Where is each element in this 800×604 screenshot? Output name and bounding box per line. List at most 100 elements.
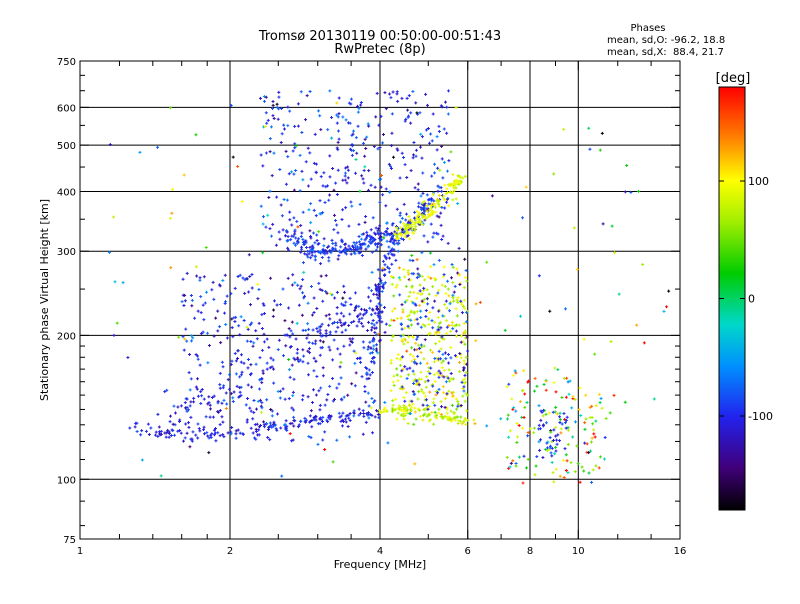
data-point <box>349 97 353 101</box>
data-point <box>282 123 286 127</box>
data-point <box>282 198 286 202</box>
data-point <box>544 447 548 451</box>
data-point <box>410 253 414 257</box>
data-point <box>567 392 571 396</box>
data-point <box>461 386 465 390</box>
data-point <box>383 233 387 237</box>
data-point <box>238 375 242 379</box>
colorbar-tick-label: -100 <box>748 410 773 423</box>
data-point <box>234 372 238 376</box>
data-point <box>564 395 568 399</box>
data-point <box>262 94 266 98</box>
data-point <box>265 361 269 365</box>
data-point <box>448 182 452 186</box>
data-point <box>261 164 265 168</box>
data-point <box>344 300 348 304</box>
data-point <box>391 408 395 412</box>
y-tick-label: 100 <box>57 475 76 486</box>
data-point <box>416 267 420 271</box>
data-point <box>433 299 437 303</box>
data-point <box>363 137 367 141</box>
data-point <box>232 390 236 394</box>
data-point <box>403 326 407 330</box>
data-point <box>348 121 352 125</box>
data-point <box>352 149 356 153</box>
data-point <box>535 384 539 388</box>
data-point <box>367 286 371 290</box>
data-point <box>420 251 424 255</box>
data-point <box>525 466 529 470</box>
data-point <box>588 405 592 409</box>
data-point <box>388 233 392 237</box>
data-point <box>351 132 355 136</box>
data-point <box>295 321 299 325</box>
data-point <box>416 381 420 385</box>
data-point <box>190 298 194 302</box>
data-point <box>442 303 446 307</box>
data-point <box>192 400 196 404</box>
data-point <box>412 372 416 376</box>
data-point <box>202 432 206 436</box>
data-point <box>258 356 262 360</box>
data-point <box>405 367 409 371</box>
data-point <box>365 371 369 375</box>
data-point <box>383 330 387 334</box>
data-point <box>462 305 466 309</box>
data-point <box>565 376 569 380</box>
data-point <box>566 442 570 446</box>
data-point <box>330 136 334 140</box>
data-point <box>426 407 430 411</box>
data-point <box>566 428 570 432</box>
data-point <box>296 225 300 229</box>
data-point <box>318 403 322 407</box>
data-point <box>196 436 200 440</box>
data-point <box>308 90 312 94</box>
data-point <box>566 471 570 475</box>
data-point <box>336 148 340 152</box>
data-point <box>312 231 316 235</box>
data-point <box>446 287 450 291</box>
data-point <box>367 169 371 173</box>
data-point <box>435 214 439 218</box>
data-point <box>550 440 554 444</box>
data-point <box>301 394 305 398</box>
data-point <box>452 299 456 303</box>
data-point <box>432 373 436 377</box>
data-point <box>230 317 234 321</box>
data-point <box>248 275 252 279</box>
data-point <box>416 343 420 347</box>
data-point <box>135 421 139 425</box>
data-point <box>437 309 441 313</box>
data-point <box>362 169 366 173</box>
data-point <box>382 306 386 310</box>
data-point <box>512 406 516 410</box>
data-point <box>323 250 327 254</box>
data-point <box>601 222 605 226</box>
data-point <box>337 254 341 258</box>
data-point <box>246 327 250 331</box>
data-point <box>202 397 206 401</box>
data-point <box>427 323 431 327</box>
data-point <box>667 289 671 293</box>
data-point <box>313 414 317 418</box>
data-point <box>377 296 381 300</box>
data-point <box>462 298 466 302</box>
data-point <box>425 193 429 197</box>
data-point <box>293 358 297 362</box>
data-point <box>382 286 386 290</box>
data-point <box>422 391 426 395</box>
data-point <box>370 351 374 355</box>
data-point <box>343 174 347 178</box>
data-point <box>416 205 420 209</box>
data-point <box>212 428 216 432</box>
data-point <box>417 213 421 217</box>
data-point <box>306 361 310 365</box>
data-point <box>465 310 469 314</box>
data-point <box>430 209 434 213</box>
data-point <box>383 406 387 410</box>
data-point <box>423 324 427 328</box>
data-point <box>388 324 392 328</box>
data-point <box>419 292 423 296</box>
data-point <box>373 311 377 315</box>
data-point <box>234 359 238 363</box>
